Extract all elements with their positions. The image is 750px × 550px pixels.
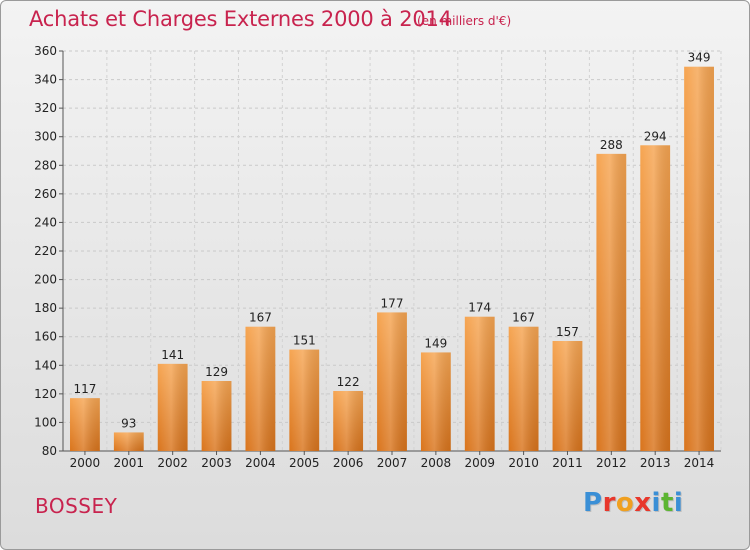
bar-shine (420, 352, 451, 451)
y-tick-label: 100 (34, 415, 57, 429)
data-label: 174 (468, 301, 491, 315)
bar-shine (333, 391, 364, 451)
bar-shine (113, 432, 144, 451)
data-label: 167 (512, 311, 535, 325)
y-tick-label: 360 (34, 44, 57, 58)
logo-letter: i (673, 488, 684, 518)
y-tick-label: 300 (34, 130, 57, 144)
y-tick-label: 280 (34, 158, 57, 172)
data-label: 93 (121, 416, 136, 430)
y-tick-label: 320 (34, 101, 57, 115)
y-tick-label: 140 (34, 358, 57, 372)
city-name: BOSSEY (35, 494, 118, 518)
y-tick-label: 220 (34, 244, 57, 258)
data-label: 294 (644, 129, 667, 143)
bar-shine (289, 349, 320, 451)
label-layer: 2000 117 2001 93 2002 141 2003 129 2004 167 2005 15… (70, 51, 715, 470)
data-label: 157 (556, 325, 579, 339)
data-label: 151 (293, 334, 316, 348)
bar-shine (157, 363, 188, 451)
y-tick-label: 260 (34, 187, 57, 201)
axis-layer: 80 100 120 140 160 180 200 220 240 260 280 300 320 34… (34, 44, 721, 458)
bar-shine (640, 145, 671, 452)
x-tick-label: 2012 (596, 456, 627, 470)
y-tick-label: 120 (34, 387, 57, 401)
data-label: 149 (424, 336, 447, 350)
bar-shine (684, 66, 714, 451)
x-tick-label: 2004 (245, 456, 276, 470)
x-tick-label: 2001 (114, 456, 145, 470)
bar-shine (464, 316, 495, 451)
y-tick-label: 340 (34, 73, 57, 87)
x-tick-label: 2000 (70, 456, 101, 470)
bar-layer (70, 66, 714, 452)
logo-letter: o (615, 488, 635, 518)
y-tick-label: 160 (34, 330, 57, 344)
bar-shine (552, 341, 583, 451)
x-tick-label: 2008 (421, 456, 452, 470)
x-tick-label: 2005 (289, 456, 320, 470)
chart-title: Achats et Charges Externes 2000 à 2014 (29, 7, 452, 31)
bar-shine (508, 326, 539, 451)
bar-shine (70, 398, 100, 451)
data-label: 167 (249, 311, 272, 325)
x-tick-label: 2011 (552, 456, 583, 470)
logo-letter: x (634, 488, 652, 518)
data-label: 349 (688, 51, 711, 65)
proxiti-logo: Proxiti (583, 488, 683, 518)
logo-letter: P (583, 488, 603, 518)
y-tick-label: 80 (42, 444, 57, 458)
data-label: 129 (205, 365, 228, 379)
logo-letter: t (660, 488, 674, 518)
y-tick-label: 240 (34, 215, 57, 229)
x-tick-label: 2010 (508, 456, 539, 470)
y-tick-label: 200 (34, 273, 57, 287)
data-label: 177 (381, 296, 404, 310)
x-tick-label: 2009 (464, 456, 495, 470)
data-label: 122 (337, 375, 360, 389)
x-tick-label: 2002 (157, 456, 188, 470)
bar-shine (245, 326, 276, 451)
bar-shine (596, 153, 627, 451)
chart-subtitle: (en milliers d'€) (417, 14, 512, 28)
x-tick-label: 2007 (377, 456, 408, 470)
data-label: 117 (73, 382, 96, 396)
x-tick-label: 2006 (333, 456, 364, 470)
logo-letter: i (651, 488, 661, 518)
y-tick-label: 180 (34, 301, 57, 315)
data-label: 141 (161, 348, 184, 362)
logo-letter: r (602, 488, 616, 518)
bar-shine (201, 381, 232, 451)
x-tick-label: 2014 (684, 456, 715, 470)
x-tick-label: 2013 (640, 456, 671, 470)
bar-shine (377, 312, 407, 451)
x-tick-label: 2003 (201, 456, 232, 470)
data-label: 288 (600, 138, 623, 152)
